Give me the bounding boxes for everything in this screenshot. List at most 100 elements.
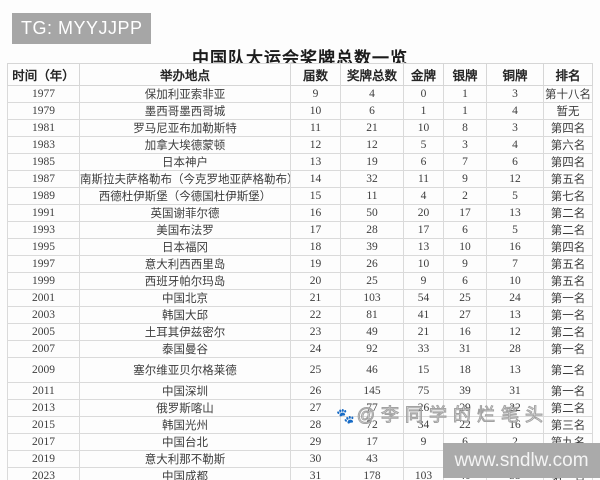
cell-silver: 39 [443,382,487,400]
cell-edition: 29 [290,433,341,451]
cell-total: 32 [340,170,404,188]
cell-year: 2011 [7,382,80,400]
cell-silver: 1 [443,102,487,120]
cell-edition: 23 [290,323,341,341]
table-row: 1977 保加利亚索非亚 9 4 0 1 3 第十八名 [7,85,593,103]
cell-edition: 25 [290,357,341,383]
cell-silver: 2 [443,187,487,205]
cell-bronze: 13 [486,357,544,383]
cell-total: 6 [340,102,404,120]
cell-host: 南斯拉夫萨格勒布（今克罗地亚萨格勒布） [79,170,291,188]
cell-gold: 41 [403,306,444,324]
cell-edition: 13 [290,153,341,171]
cell-year: 2003 [7,306,80,324]
table-row: 1995 日本福冈 18 39 13 10 16 第四名 [7,238,593,256]
cell-host: 泰国曼谷 [79,340,291,358]
cell-rank: 第一名 [543,306,593,324]
table-row: 2015 韩国光州 28 72 34 22 16 第三名 [7,416,593,434]
cell-edition: 19 [290,255,341,273]
cell-edition: 11 [290,119,341,137]
cell-year: 1985 [7,153,80,171]
cell-year: 2013 [7,399,80,417]
table-row: 2001 中国北京 21 103 54 25 24 第一名 [7,289,593,307]
cell-silver: 27 [443,306,487,324]
col-header-gold: 金牌 [403,63,444,86]
cell-bronze: 13 [486,306,544,324]
cell-gold: 11 [403,170,444,188]
cell-edition: 14 [290,170,341,188]
cell-host: 土耳其伊兹密尔 [79,323,291,341]
table-row: 2013 俄罗斯喀山 27 77 26 29 22 第二名 [7,399,593,417]
cell-total: 103 [340,289,404,307]
cell-total: 25 [340,272,404,290]
cell-host: 日本神户 [79,153,291,171]
cell-year: 1983 [7,136,80,154]
cell-gold: 33 [403,340,444,358]
cell-silver: 7 [443,153,487,171]
table-row: 2005 土耳其伊兹密尔 23 49 21 16 12 第二名 [7,323,593,341]
cell-rank: 第五名 [543,272,593,290]
cell-host: 保加利亚索非亚 [79,85,291,103]
cell-year: 1999 [7,272,80,290]
cell-host: 西德杜伊斯堡（今德国杜伊斯堡） [79,187,291,205]
cell-rank: 第五名 [543,170,593,188]
cell-silver: 18 [443,357,487,383]
cell-edition: 30 [290,450,341,468]
cell-edition: 20 [290,272,341,290]
cell-total: 178 [340,467,404,480]
cell-silver: 9 [443,255,487,273]
col-header-edition: 届数 [290,63,341,86]
cell-total: 4 [340,85,404,103]
cell-host: 塞尔维亚贝尔格莱德 [79,357,291,383]
cell-rank: 第一名 [543,382,593,400]
cell-year: 1977 [7,85,80,103]
cell-total: 43 [340,450,404,468]
cell-rank: 第四名 [543,238,593,256]
cell-silver: 10 [443,238,487,256]
cell-total: 50 [340,204,404,222]
cell-silver: 22 [443,416,487,434]
cell-total: 11 [340,187,404,205]
cell-gold: 20 [403,204,444,222]
cell-silver: 31 [443,340,487,358]
cell-host: 西班牙帕尔玛岛 [79,272,291,290]
cell-edition: 16 [290,204,341,222]
cell-edition: 10 [290,102,341,120]
cell-edition: 15 [290,187,341,205]
cell-year: 1995 [7,238,80,256]
cell-host: 日本福冈 [79,238,291,256]
cell-silver: 6 [443,272,487,290]
cell-year: 2017 [7,433,80,451]
cell-host: 墨西哥墨西哥城 [79,102,291,120]
cell-total: 12 [340,136,404,154]
table-row: 1991 英国谢菲尔德 16 50 20 17 13 第二名 [7,204,593,222]
cell-rank: 第十八名 [543,85,593,103]
cell-silver: 1 [443,85,487,103]
medal-table: 时间（年） 举办地点 届数 奖牌总数 金牌 银牌 铜牌 排名 1977 保加利亚索… [7,63,593,480]
bottom-right-watermark: www.sndlw.com [443,443,600,478]
cell-host: 中国深圳 [79,382,291,400]
cell-rank: 第二名 [543,323,593,341]
cell-total: 17 [340,433,404,451]
cell-bronze: 3 [486,85,544,103]
cell-year: 2023 [7,467,80,480]
cell-host: 中国成都 [79,467,291,480]
cell-total: 145 [340,382,404,400]
cell-rank: 第二名 [543,357,593,383]
cell-gold: 1 [403,102,444,120]
cell-silver: 9 [443,170,487,188]
cell-total: 81 [340,306,404,324]
cell-year: 1997 [7,255,80,273]
cell-bronze: 13 [486,204,544,222]
cell-silver: 29 [443,399,487,417]
cell-bronze: 4 [486,136,544,154]
cell-bronze: 5 [486,187,544,205]
cell-bronze: 16 [486,238,544,256]
cell-gold: 9 [403,272,444,290]
cell-year: 1991 [7,204,80,222]
cell-host: 英国谢菲尔德 [79,204,291,222]
cell-year: 2009 [7,357,80,383]
cell-year: 1981 [7,119,80,137]
cell-rank: 第六名 [543,136,593,154]
